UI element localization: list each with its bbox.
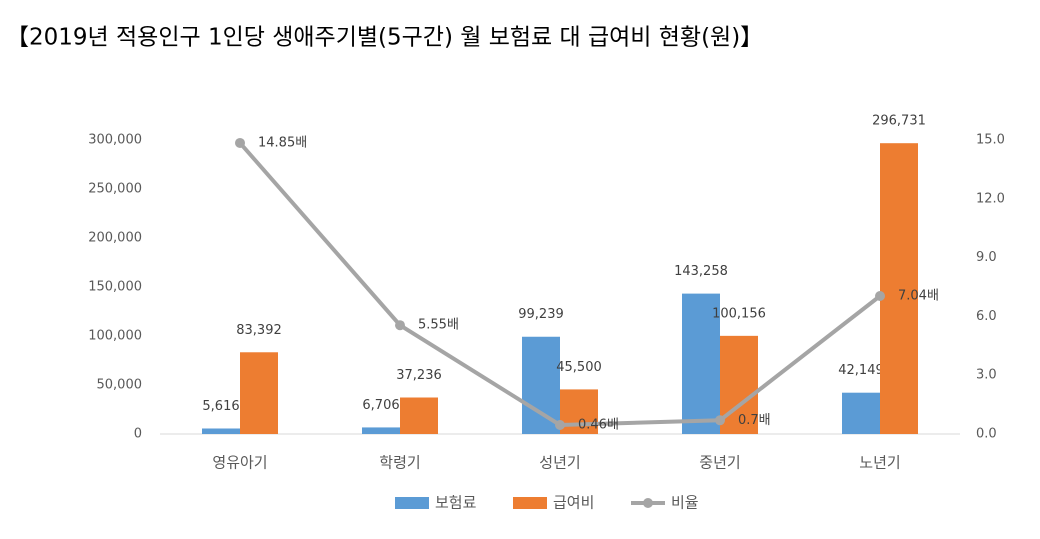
bar-label: 37,236 <box>396 368 442 383</box>
bar <box>362 427 400 434</box>
bar-label: 42,149 <box>838 363 884 378</box>
legend-label: 급여비 <box>553 494 594 512</box>
line-label: 5.55배 <box>418 318 459 333</box>
bar <box>842 392 880 434</box>
bar-label: 5,616 <box>202 399 239 414</box>
bar-label: 296,731 <box>872 114 926 129</box>
x-tick-label: 성년기 <box>539 454 580 472</box>
y-tick-label: 100,000 <box>88 329 142 344</box>
line-label: 14.85배 <box>258 135 307 150</box>
line-point <box>395 320 405 331</box>
legend-swatch <box>643 498 653 508</box>
line-point <box>875 291 885 302</box>
line-point <box>555 419 565 430</box>
y2-tick-label: 0.0 <box>976 427 997 442</box>
y-tick-label: 200,000 <box>88 231 142 246</box>
x-tick-label: 학령기 <box>379 454 420 472</box>
bar <box>202 428 240 434</box>
y-tick-label: 150,000 <box>88 280 142 295</box>
bar <box>240 352 278 434</box>
bar-label: 6,706 <box>362 398 399 413</box>
bar-label: 100,156 <box>712 306 766 321</box>
y2-tick-label: 15.0 <box>976 133 1005 148</box>
line-point <box>235 137 245 148</box>
line-label: 7.04배 <box>898 289 939 304</box>
y2-tick-label: 12.0 <box>976 191 1005 206</box>
x-tick-label: 중년기 <box>699 454 740 472</box>
legend-swatch <box>395 497 429 509</box>
line-label: 0.7배 <box>738 413 771 428</box>
line-label: 0.46배 <box>578 417 619 432</box>
y2-tick-label: 9.0 <box>976 250 997 265</box>
y-tick-label: 50,000 <box>97 378 143 393</box>
y2-tick-label: 3.0 <box>976 368 997 383</box>
legend-label: 비율 <box>671 494 699 512</box>
x-tick-label: 노년기 <box>859 454 900 472</box>
x-tick-label: 영유아기 <box>212 454 267 472</box>
y-tick-label: 300,000 <box>88 133 142 148</box>
bar <box>400 397 438 434</box>
bar-label: 45,500 <box>556 360 602 375</box>
bar <box>522 336 560 434</box>
y2-tick-label: 6.0 <box>976 309 997 324</box>
bar-label: 143,258 <box>674 264 728 279</box>
line-point <box>715 415 725 426</box>
chart-title: 【2019년 적용인구 1인당 생애주기별(5구간) 월 보험료 대 급여비 현… <box>6 25 763 51</box>
legend-label: 보험료 <box>435 494 477 512</box>
bar-label: 99,239 <box>518 307 564 322</box>
y-tick-label: 0 <box>134 427 142 442</box>
bar-label: 83,392 <box>236 323 282 338</box>
y-tick-label: 250,000 <box>88 182 142 197</box>
legend-swatch <box>513 497 547 509</box>
bar <box>682 293 720 434</box>
bar <box>880 143 918 434</box>
